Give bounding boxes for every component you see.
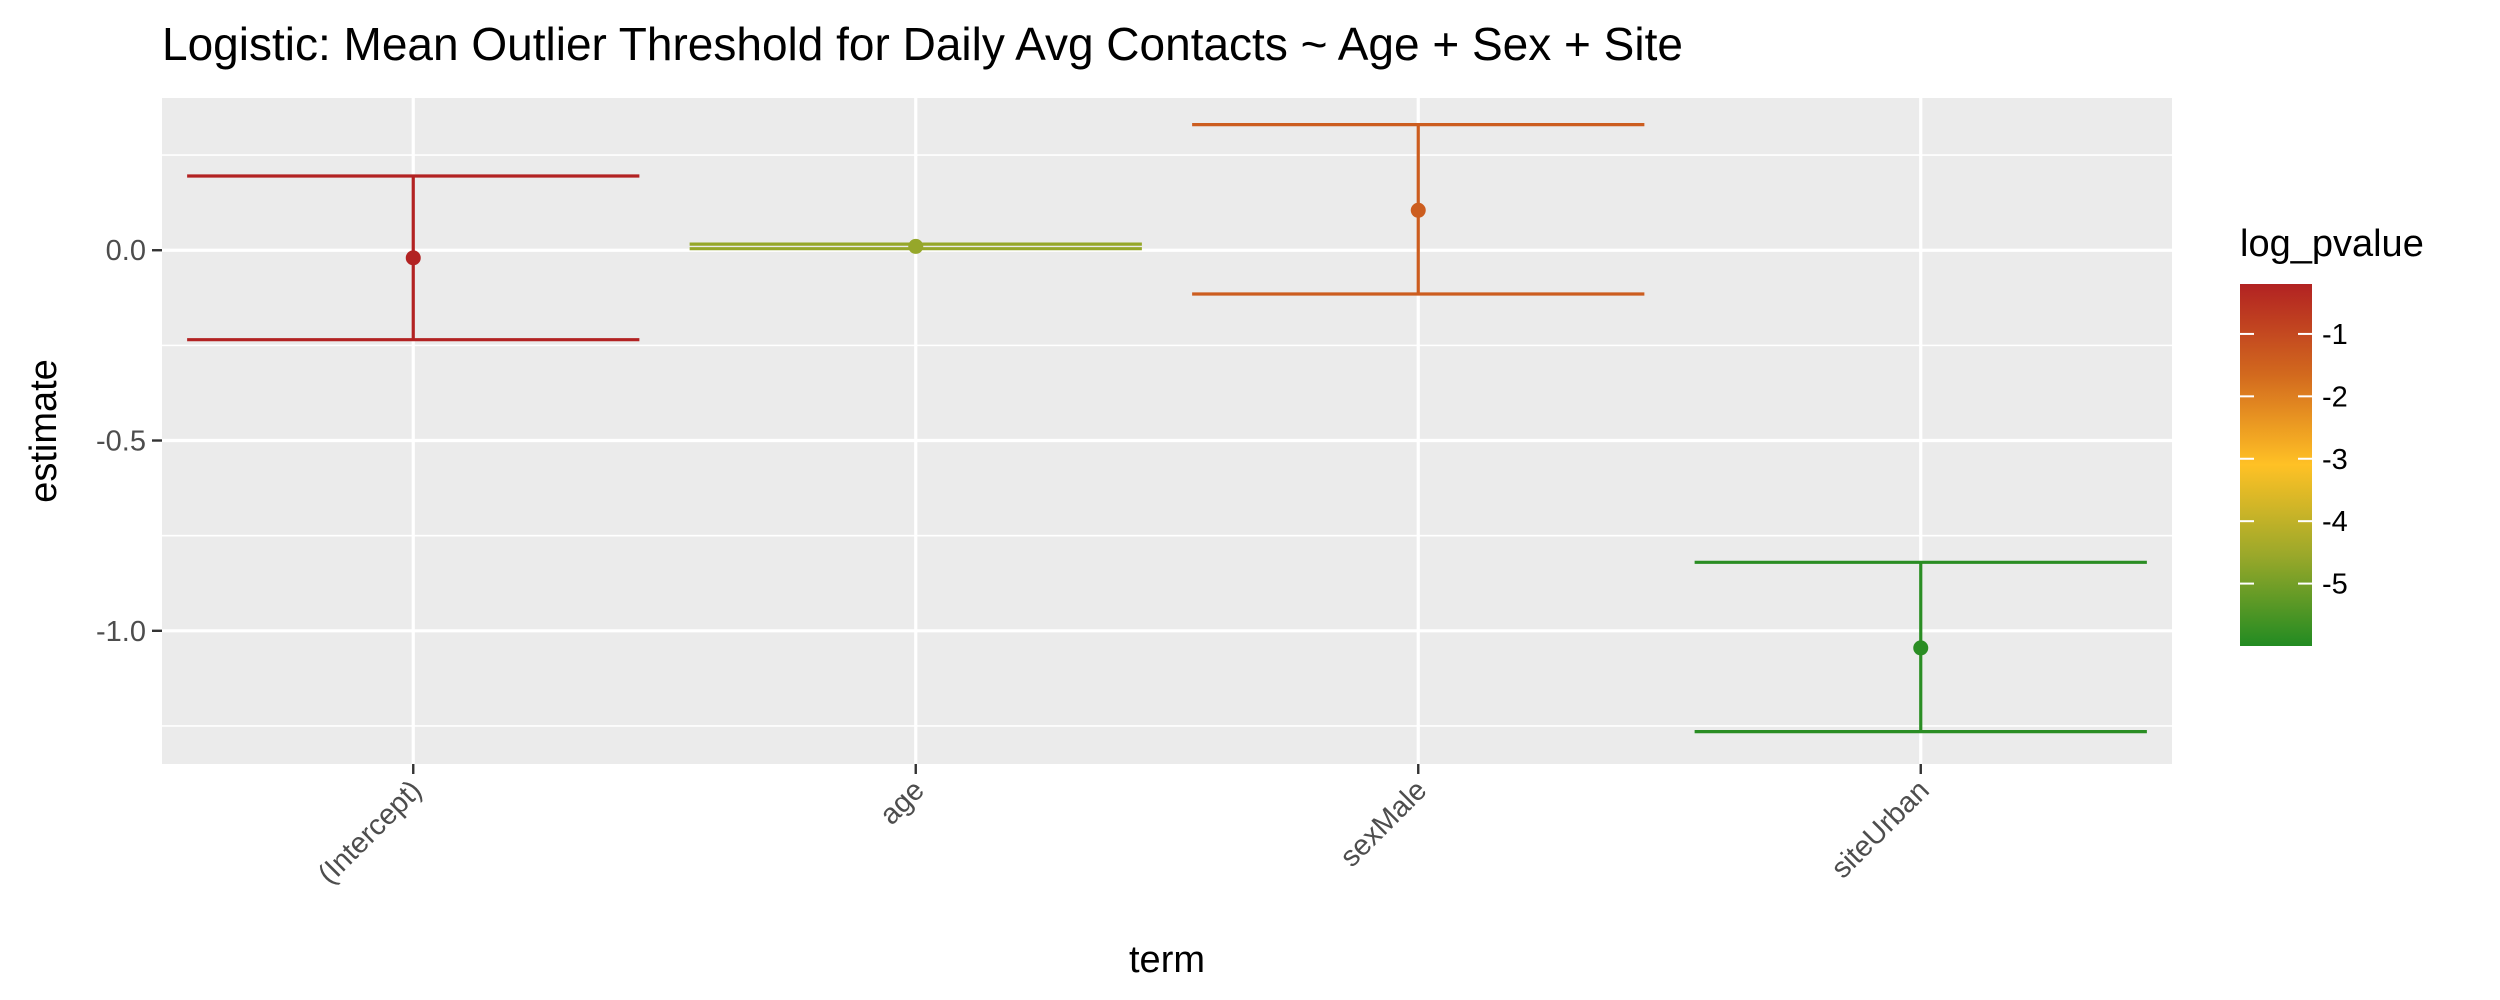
legend-tick-label: -2 [2322,381,2348,413]
x-tick-label: sexMale [1334,774,1433,873]
data-point [405,250,421,266]
legend-tick-label: -4 [2322,506,2348,538]
grid-minor [162,154,2172,727]
legend-ticks: -1 -2 -3 -4 -5 [2240,319,2348,601]
y-tick-label: -0.5 [96,426,146,458]
y-tick-label: -1.0 [96,616,146,648]
data-point [1410,202,1426,218]
plot-panel [162,98,2172,764]
y-axis-title: estimate [23,359,65,503]
legend-tick-label: -3 [2322,444,2348,476]
grid-major [162,98,2172,764]
x-tick-label: siteUrban [1825,774,1935,884]
x-axis-title: term [1129,939,1205,981]
data-point [908,238,924,254]
y-axis-ticks: -1.0 -0.5 0.0 [96,235,162,648]
chart-title: Logistic: Mean Outlier Threshold for Dai… [162,18,1683,70]
legend: log_pvalue -1 -2 -3 -4 -5 [2240,223,2424,646]
legend-tick-label: -5 [2322,569,2348,601]
x-tick-label: (Intercept) [312,774,428,890]
data-point [1913,640,1929,656]
legend-title: log_pvalue [2240,223,2424,265]
legend-tick-label: -1 [2322,319,2348,351]
x-tick-label: age [874,774,931,831]
legend-colorbar [2240,284,2312,646]
y-tick-label: 0.0 [106,235,146,267]
data-points [405,202,1929,656]
x-axis-ticks: (Intercept) age sexMale siteUrban [312,764,1936,890]
